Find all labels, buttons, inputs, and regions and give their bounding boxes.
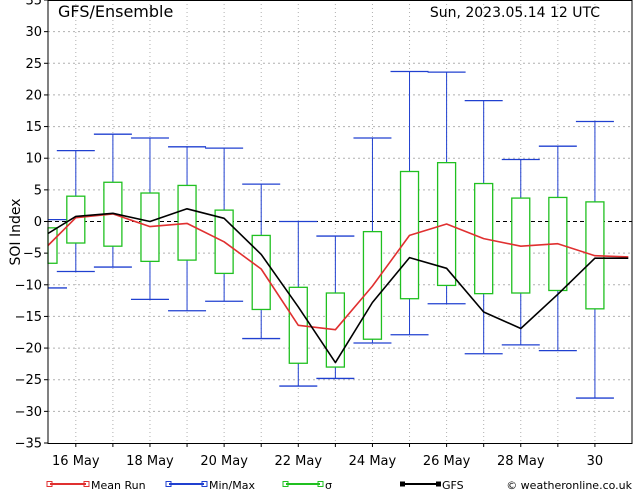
legend-gfs: GFS — [400, 479, 464, 492]
legend-mean: Mean Run — [46, 479, 146, 492]
x-tick-label: 20 May — [200, 454, 248, 469]
credit-text: © weatheronline.co.uk — [506, 479, 632, 490]
y-tick-label: −15 — [15, 310, 42, 325]
gfs-line — [47, 208, 629, 364]
legend-mean-marker-left — [46, 481, 53, 487]
y-tick-label: −30 — [15, 405, 42, 420]
legend-sigma-marker-left — [282, 481, 289, 487]
legend-sigma-marker-right — [317, 481, 324, 487]
y-tick-label: 25 — [25, 57, 42, 72]
x-axis: 16 May 18 May 20 May 22 May 24 May 26 May 28 M… — [52, 443, 603, 469]
plot-frame — [47, 0, 633, 444]
x-tick-label: 22 May — [275, 454, 323, 469]
legend: Mean Run Min/Max σ GFS © weatheronline.c — [46, 479, 633, 492]
y-tick-label: 30 — [25, 25, 42, 40]
legend-minmax: Min/Max — [165, 479, 255, 492]
legend-gfs-label: GFS — [442, 479, 464, 490]
series-lines — [47, 208, 629, 364]
legend-gfs-marker-left — [400, 481, 405, 487]
y-axis: −35 −30 −25 −20 −15 −10 −5 0 5 10 15 20 25 30 35 — [15, 0, 48, 452]
mean-run-line — [47, 213, 629, 331]
y-axis-label: SOI Index — [8, 198, 24, 265]
y-tick-label: 35 — [25, 0, 42, 9]
legend-mean-label: Mean Run — [91, 479, 146, 490]
y-tick-label: 10 — [25, 152, 42, 167]
y-tick-label: −25 — [15, 373, 42, 388]
y-tick-label: −10 — [15, 278, 42, 293]
y-tick-label: 5 — [34, 183, 42, 198]
x-tick-label: 16 May — [52, 454, 100, 469]
chart-title: GFS/Ensemble — [58, 2, 173, 21]
y-tick-label: −35 — [15, 437, 42, 452]
legend-sigma: σ — [282, 479, 332, 492]
y-tick-label: 15 — [25, 120, 42, 135]
y-tick-label: 20 — [25, 88, 42, 103]
x-tick-label: 24 May — [349, 454, 397, 469]
ensemble-boxes — [47, 70, 614, 399]
y-tick-label: 0 — [34, 215, 42, 230]
y-tick-label: −20 — [15, 342, 42, 357]
y-tick-label: −5 — [23, 247, 42, 262]
legend-minmax-marker-left — [165, 481, 172, 487]
x-tick-label: 26 May — [423, 454, 471, 469]
sigma-box — [66, 195, 86, 244]
x-tick-label: 30 — [587, 454, 604, 469]
legend-minmax-label: Min/Max — [209, 479, 255, 490]
legend-sigma-label: σ — [325, 479, 332, 490]
legend-gfs-marker-right — [436, 481, 441, 487]
x-tick-label: 28 May — [497, 454, 545, 469]
x-tick-label: 18 May — [126, 454, 174, 469]
legend-mean-marker-right — [83, 481, 90, 487]
legend-minmax-marker-right — [201, 481, 208, 487]
run-timestamp: Sun, 2023.05.14 12 UTC — [430, 5, 600, 21]
sigma-box — [251, 234, 271, 311]
